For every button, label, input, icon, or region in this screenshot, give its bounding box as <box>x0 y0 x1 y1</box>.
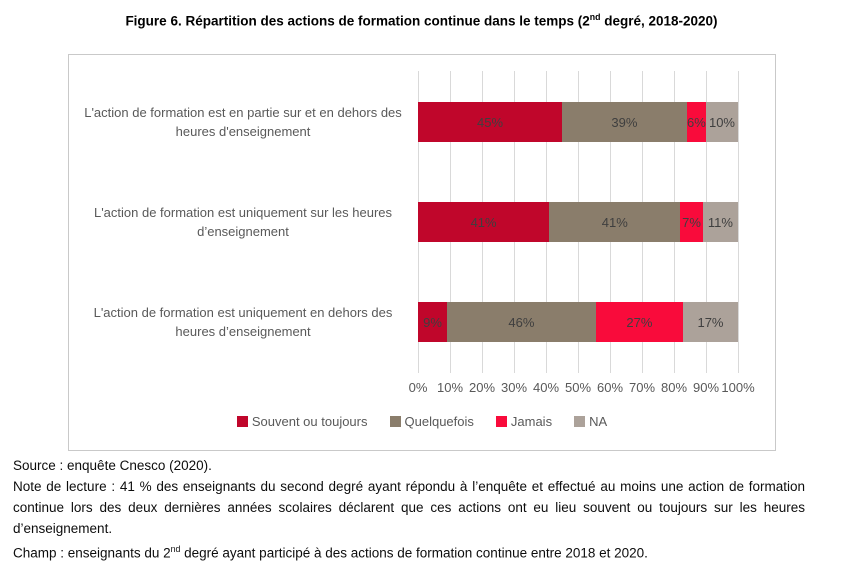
x-axis-tick-label: 60% <box>596 380 624 395</box>
legend-label: Souvent ou toujours <box>251 414 368 429</box>
x-axis-tick-label: 80% <box>660 380 688 395</box>
champ-note-superscript: nd <box>170 544 181 554</box>
stacked-bar: 9% 46% 27% 17% <box>418 302 738 342</box>
stacked-bar: 41% 41% 7% 11% <box>418 202 738 242</box>
legend-item: Jamais <box>495 414 553 429</box>
category-label: L'action de formation est en partie sur … <box>84 105 402 139</box>
category-label: L'action de formation est uniquement en … <box>93 305 393 339</box>
legend-swatch-icon <box>389 416 401 427</box>
x-axis-tick-labels: 0% 10% 20% 30% 40% 50% 60% 70% 80% 90% 100% <box>409 380 755 396</box>
legend-label: NA <box>589 414 608 429</box>
legend-swatch-icon <box>495 416 507 427</box>
x-axis-tick-label: 100% <box>721 380 755 395</box>
reading-note: Note de lecture : 41 % des enseignants d… <box>13 479 805 536</box>
legend-item: NA <box>574 414 607 429</box>
bar-segment: 9% <box>418 302 448 342</box>
legend-label: Jamais <box>510 414 553 429</box>
legend-swatch-icon <box>236 416 248 427</box>
bar-segment: 6% <box>686 102 706 142</box>
legend-item: Quelquefois <box>389 414 474 429</box>
bar-segment: 27% <box>595 302 684 342</box>
champ-note-text: Champ : enseignants du 2 <box>13 545 171 561</box>
figure-title: Figure 6. Répartition des actions de for… <box>0 12 843 29</box>
figure-title-suffix: degré, 2018-2020) <box>600 13 718 29</box>
figure-footer: Source : enquête Cnesco (2020). Note de … <box>13 455 805 564</box>
bar-segment: 17% <box>683 302 738 342</box>
legend-item: Souvent ou toujours <box>236 414 368 429</box>
bar-segment: 7% <box>680 202 703 242</box>
x-axis-tick-label: 70% <box>628 380 656 395</box>
stacked-bar: 45% 39% 6% 10% <box>418 102 738 142</box>
bar-segment: 11% <box>702 202 738 242</box>
x-axis-tick-label: 50% <box>564 380 592 395</box>
legend-swatch-icon <box>574 416 586 427</box>
x-axis-tick-label: 90% <box>692 380 720 395</box>
bar-segment: 45% <box>418 102 562 142</box>
figure-title-superscript: nd <box>589 12 601 22</box>
x-axis-tick-label: 10% <box>436 380 464 395</box>
bar-segment: 46% <box>447 302 596 342</box>
plot-area: 45% 39% 6% 10% 41% 41% 7% 11% 9% 46% 27% 17% <box>418 71 739 373</box>
legend-label: Quelquefois <box>404 414 474 429</box>
chart-container: 45% 39% 6% 10% 41% 41% 7% 11% 9% 46% 27% 17% L'acti… <box>68 54 776 451</box>
source-note: Source : enquête Cnesco (2020). <box>13 458 212 473</box>
bar-segment: 10% <box>705 102 738 142</box>
x-axis-tick-label: 0% <box>408 380 428 395</box>
bar-segment: 41% <box>549 202 681 242</box>
bar-segment: 41% <box>418 202 550 242</box>
gridline <box>738 71 739 373</box>
x-axis-tick-label: 20% <box>468 380 496 395</box>
chart-legend: Souvent ou toujours Quelquefois Jamais NA <box>69 414 775 429</box>
x-axis-tick-label: 40% <box>532 380 560 395</box>
category-label: L'action de formation est uniquement sur… <box>93 205 393 239</box>
figure-title-text: Figure 6. Répartition des actions de for… <box>125 13 590 29</box>
x-axis-tick-label: 30% <box>500 380 528 395</box>
bar-segment: 39% <box>562 102 687 142</box>
champ-note: Champ : enseignants du 2nd degré ayant p… <box>13 539 805 564</box>
champ-note-suffix: degré ayant participé à des actions de f… <box>180 545 648 561</box>
